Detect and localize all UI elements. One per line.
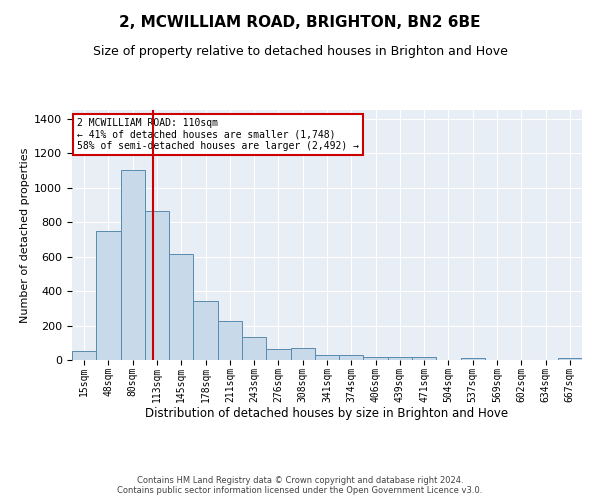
Bar (193, 300, 218, 360)
Text: 2, MCWILLIAM ROAD, BRIGHTON, BN2 6BE: 2, MCWILLIAM ROAD, BRIGHTON, BN2 6BE (119, 15, 481, 30)
Bar (266, 349, 290, 360)
Bar (315, 355, 339, 360)
Bar (339, 355, 364, 360)
Bar (388, 358, 412, 360)
Bar (242, 336, 266, 360)
Bar (218, 321, 242, 360)
Bar (96, 230, 121, 360)
Text: Contains HM Land Registry data © Crown copyright and database right 2024.
Contai: Contains HM Land Registry data © Crown c… (118, 476, 482, 495)
Text: Size of property relative to detached houses in Brighton and Hove: Size of property relative to detached ho… (92, 45, 508, 58)
Bar (169, 254, 193, 360)
X-axis label: Distribution of detached houses by size in Brighton and Hove: Distribution of detached houses by size … (145, 407, 509, 420)
Bar (364, 356, 388, 360)
Bar (121, 170, 145, 360)
Bar (461, 358, 485, 360)
Bar (558, 358, 582, 360)
Bar (145, 211, 169, 360)
Bar (72, 352, 96, 360)
Bar (290, 348, 315, 360)
Text: 2 MCWILLIAM ROAD: 110sqm
← 41% of detached houses are smaller (1,748)
58% of sem: 2 MCWILLIAM ROAD: 110sqm ← 41% of detach… (77, 118, 359, 150)
Y-axis label: Number of detached properties: Number of detached properties (20, 148, 30, 322)
Bar (412, 358, 436, 360)
